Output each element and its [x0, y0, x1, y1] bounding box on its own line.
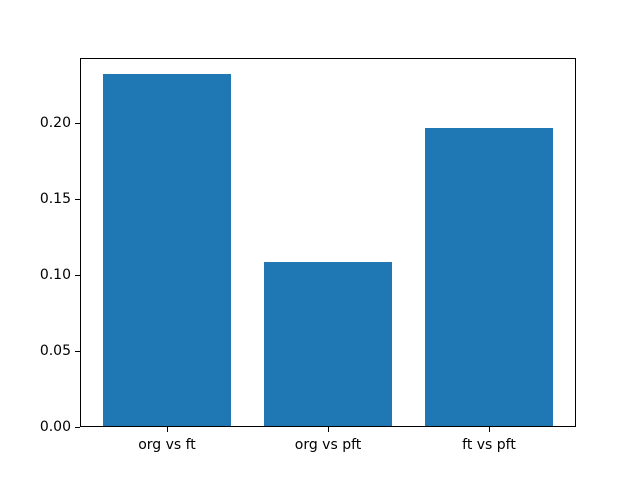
y-tick-label: 0.10	[39, 267, 71, 284]
x-tick-label-ft-vs-pft: ft vs pft	[462, 437, 516, 453]
y-tick-label: 0.15	[39, 191, 71, 208]
bar-org-vs-ft	[102, 73, 232, 426]
bar-org-vs-pft	[263, 262, 393, 426]
x-tick-mark	[327, 427, 329, 432]
y-tick-label: 0.00	[39, 419, 71, 435]
x-tick-mark	[488, 427, 490, 432]
y-tick-label: 0.20	[39, 115, 71, 132]
bar-ft-vs-pft	[424, 128, 554, 426]
x-tick-label-org-vs-ft: org vs ft	[138, 437, 196, 453]
bars-container	[81, 59, 575, 426]
plot-area	[80, 58, 576, 427]
x-tick-label-org-vs-pft: org vs pft	[294, 437, 362, 453]
y-tick-label: 0.05	[39, 343, 71, 360]
x-tick-mark	[166, 427, 168, 432]
